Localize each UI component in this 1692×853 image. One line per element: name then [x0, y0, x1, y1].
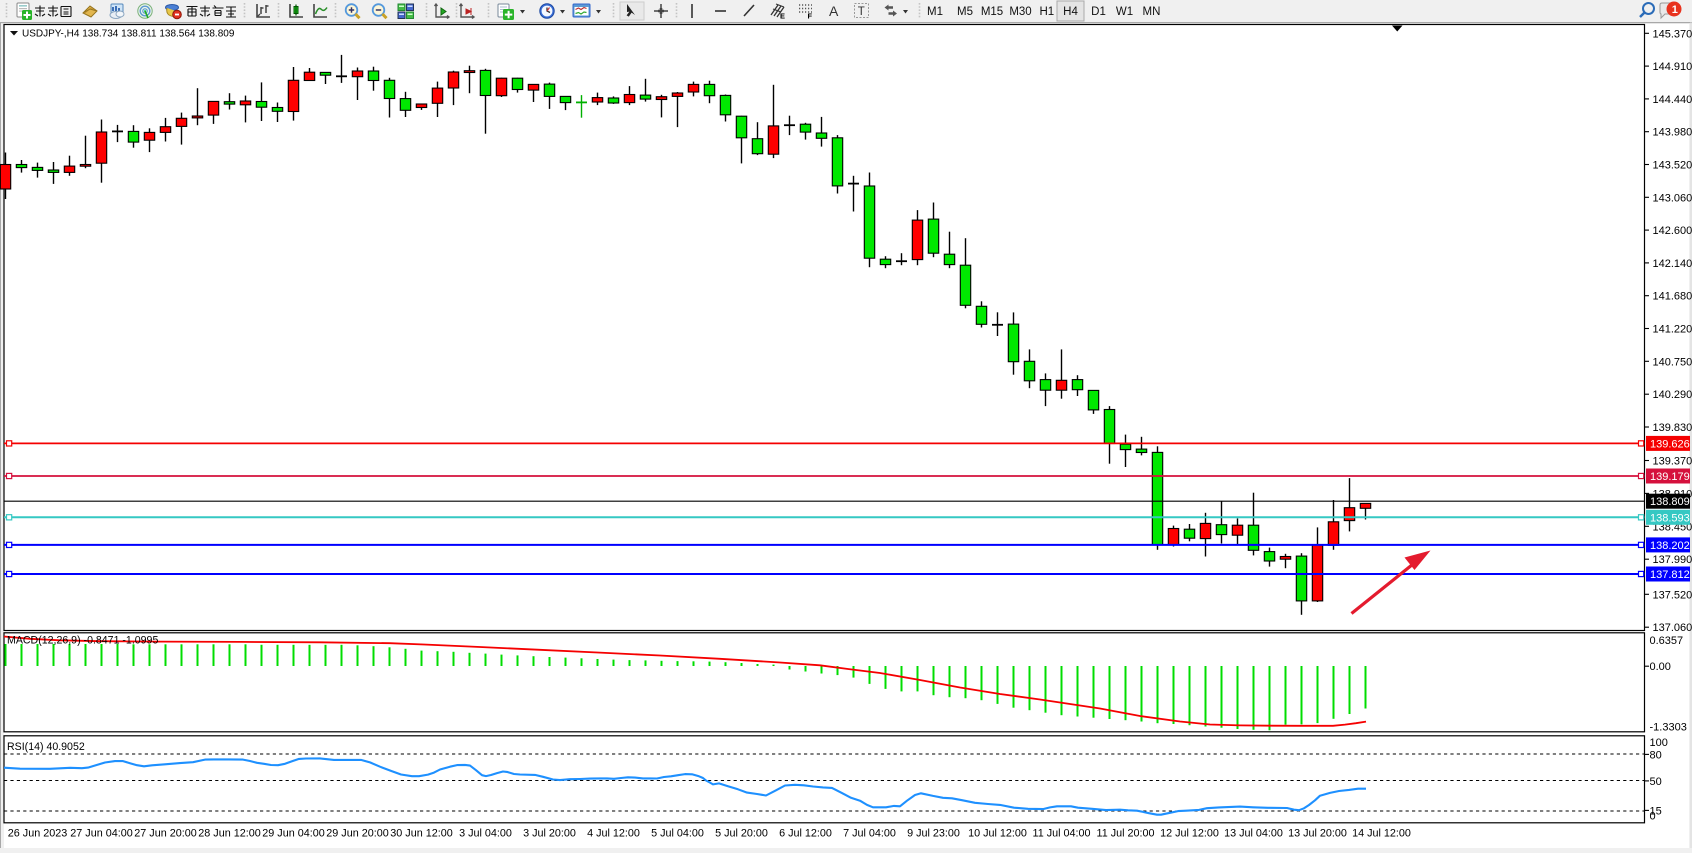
- svg-text:138.593: 138.593: [1650, 512, 1690, 524]
- svg-text:M30: M30: [1009, 6, 1031, 18]
- svg-text:M5: M5: [957, 6, 973, 18]
- svg-text:143.520: 143.520: [1653, 160, 1692, 172]
- svg-text:140.290: 140.290: [1653, 389, 1692, 401]
- svg-text:F: F: [808, 12, 813, 21]
- svg-text:13 Jul 04:00: 13 Jul 04:00: [1224, 828, 1283, 840]
- svg-text:139.179: 139.179: [1650, 471, 1690, 483]
- svg-text:137.812: 137.812: [1650, 569, 1690, 581]
- svg-text:144.910: 144.910: [1653, 61, 1692, 73]
- svg-text:RSI(14) 40.9052: RSI(14) 40.9052: [7, 741, 85, 753]
- svg-text:140.750: 140.750: [1653, 356, 1692, 368]
- svg-text:0.6357: 0.6357: [1650, 635, 1684, 647]
- svg-text:80: 80: [1650, 749, 1662, 761]
- svg-text:D1: D1: [1091, 6, 1106, 18]
- svg-text:137.990: 137.990: [1653, 554, 1692, 566]
- svg-text:13 Jul 20:00: 13 Jul 20:00: [1288, 828, 1347, 840]
- svg-text:USDJPY-,H4 138.734 138.811 13: USDJPY-,H4 138.734 138.811 138.564 138.8…: [22, 29, 235, 40]
- svg-text:3 Jul 04:00: 3 Jul 04:00: [459, 828, 512, 840]
- svg-text:138.809: 138.809: [1650, 496, 1690, 508]
- svg-text:0: 0: [1650, 811, 1656, 823]
- svg-text:11 Jul 04:00: 11 Jul 04:00: [1032, 828, 1090, 840]
- svg-text:139.370: 139.370: [1653, 456, 1692, 468]
- svg-text:MACD(12,26,9) -0.8471 -1.0995: MACD(12,26,9) -0.8471 -1.0995: [7, 635, 158, 647]
- svg-text:27 Jun 04:00: 27 Jun 04:00: [70, 828, 132, 840]
- svg-text:137.060: 137.060: [1653, 622, 1692, 634]
- svg-text:26 Jun 2023: 26 Jun 2023: [8, 828, 67, 840]
- svg-text:29 Jun 04:00: 29 Jun 04:00: [262, 828, 324, 840]
- svg-text:H4: H4: [1063, 6, 1078, 18]
- svg-text:T: T: [858, 6, 865, 18]
- svg-text:A: A: [829, 3, 839, 19]
- svg-text:145.370: 145.370: [1653, 28, 1692, 40]
- svg-text:11 Jul 20:00: 11 Jul 20:00: [1096, 828, 1154, 840]
- svg-text:139.626: 139.626: [1650, 438, 1690, 450]
- svg-text:137.520: 137.520: [1653, 589, 1692, 601]
- svg-text:4 Jul 12:00: 4 Jul 12:00: [587, 828, 640, 840]
- svg-text:143.980: 143.980: [1653, 127, 1692, 139]
- svg-text:143.060: 143.060: [1653, 192, 1692, 204]
- svg-text:9 Jul 23:00: 9 Jul 23:00: [907, 828, 960, 840]
- svg-text:142.140: 142.140: [1653, 258, 1692, 270]
- svg-text:14 Jul 12:00: 14 Jul 12:00: [1352, 828, 1411, 840]
- svg-text:M15: M15: [981, 6, 1003, 18]
- svg-text:12 Jul 12:00: 12 Jul 12:00: [1160, 828, 1219, 840]
- svg-text:28 Jun 12:00: 28 Jun 12:00: [198, 828, 260, 840]
- svg-text:7 Jul 04:00: 7 Jul 04:00: [843, 828, 896, 840]
- svg-text:W1: W1: [1116, 6, 1133, 18]
- svg-text:27 Jun 20:00: 27 Jun 20:00: [134, 828, 196, 840]
- svg-text:100: 100: [1650, 737, 1668, 749]
- svg-text:138.202: 138.202: [1650, 540, 1690, 552]
- svg-text:50: 50: [1650, 776, 1662, 788]
- svg-text:30 Jun 12:00: 30 Jun 12:00: [390, 828, 452, 840]
- svg-text:3 Jul 20:00: 3 Jul 20:00: [523, 828, 576, 840]
- svg-text:141.220: 141.220: [1653, 324, 1692, 336]
- svg-text:MN: MN: [1143, 6, 1161, 18]
- svg-text:1: 1: [1672, 4, 1678, 16]
- svg-text:6 Jul 12:00: 6 Jul 12:00: [779, 828, 832, 840]
- svg-text:H1: H1: [1039, 6, 1054, 18]
- svg-text:144.440: 144.440: [1653, 94, 1692, 106]
- svg-text:29 Jun 20:00: 29 Jun 20:00: [326, 828, 388, 840]
- svg-text:139.830: 139.830: [1653, 422, 1692, 434]
- svg-text:E: E: [780, 12, 785, 21]
- svg-text:M1: M1: [927, 6, 943, 18]
- svg-text:5 Jul 20:00: 5 Jul 20:00: [715, 828, 768, 840]
- svg-text:10 Jul 12:00: 10 Jul 12:00: [968, 828, 1027, 840]
- svg-text:142.600: 142.600: [1653, 225, 1692, 237]
- svg-text:0.00: 0.00: [1650, 661, 1671, 673]
- svg-text:5 Jul 04:00: 5 Jul 04:00: [651, 828, 704, 840]
- svg-text:-1.3303: -1.3303: [1650, 722, 1687, 734]
- svg-text:141.680: 141.680: [1653, 291, 1692, 303]
